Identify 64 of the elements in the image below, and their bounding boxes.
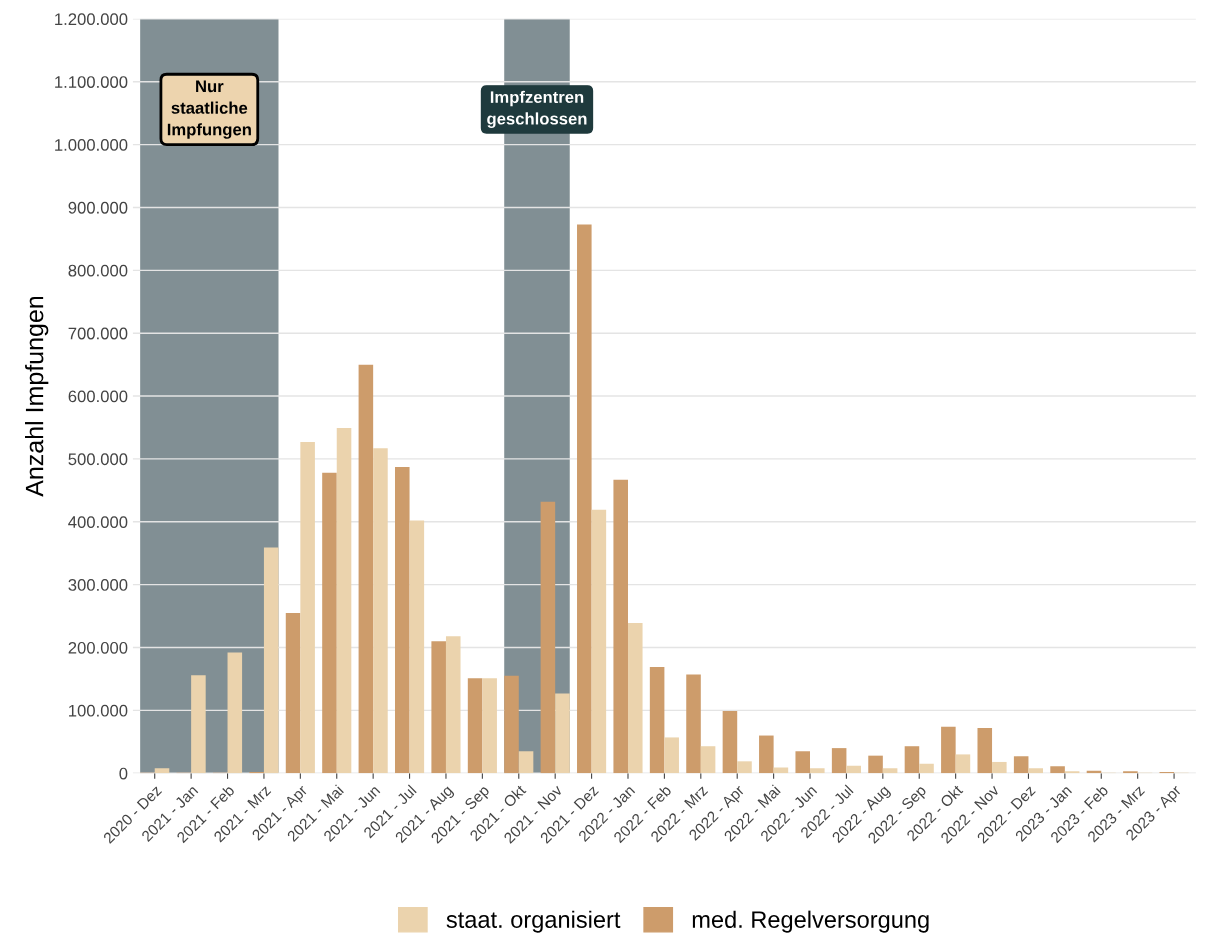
y-tick-label: 400.000 bbox=[68, 516, 128, 528]
bar bbox=[613, 479, 628, 774]
bar bbox=[518, 751, 534, 774]
bar bbox=[322, 472, 337, 774]
bar bbox=[373, 448, 388, 774]
band-label: Impfzentren geschlossen bbox=[487, 90, 587, 128]
bar bbox=[941, 726, 956, 774]
bar bbox=[831, 748, 847, 774]
bar bbox=[555, 693, 570, 774]
bar bbox=[191, 675, 206, 774]
y-tick-label: 700.000 bbox=[68, 327, 128, 340]
bar bbox=[649, 667, 665, 774]
band-label: Nur staatliche Impfungen bbox=[167, 80, 251, 139]
y-axis-title: Anzahl Impfungen bbox=[25, 296, 49, 497]
bar bbox=[358, 364, 374, 774]
bar bbox=[882, 768, 898, 774]
bar bbox=[955, 754, 971, 774]
bar bbox=[810, 768, 825, 774]
y-tick-label: 1.000.000 bbox=[55, 138, 128, 151]
bar bbox=[577, 224, 592, 774]
bar bbox=[868, 755, 883, 774]
bar bbox=[431, 641, 446, 774]
y-tick-label: 1.100.000 bbox=[55, 76, 128, 88]
bar bbox=[795, 751, 811, 774]
bar bbox=[300, 441, 315, 774]
bar bbox=[482, 678, 497, 774]
y-tick-label: 800.000 bbox=[68, 264, 128, 277]
bar bbox=[540, 501, 556, 774]
bar bbox=[1013, 756, 1029, 774]
y-tick-label: 200.000 bbox=[68, 641, 128, 654]
bar bbox=[591, 509, 607, 774]
bar bbox=[700, 746, 716, 774]
y-tick-label: 1.200.000 bbox=[55, 13, 128, 26]
bar bbox=[977, 728, 993, 774]
y-tick-label: 600.000 bbox=[68, 390, 128, 403]
y-tick-label: 500.000 bbox=[68, 453, 128, 466]
y-tick-label: 900.000 bbox=[68, 201, 128, 214]
bar bbox=[395, 467, 410, 774]
bar bbox=[504, 675, 519, 774]
bar bbox=[445, 636, 461, 774]
bar bbox=[1028, 768, 1044, 774]
bar bbox=[904, 746, 920, 774]
bar bbox=[722, 711, 738, 774]
bar bbox=[467, 678, 483, 774]
legend-label: med. Regelversorgung bbox=[692, 910, 929, 933]
bar bbox=[664, 737, 679, 774]
bar bbox=[409, 520, 425, 774]
bar bbox=[263, 547, 279, 774]
bar bbox=[227, 652, 243, 774]
bar bbox=[686, 674, 701, 774]
y-tick-label: 0 bbox=[119, 767, 128, 780]
bar bbox=[154, 768, 170, 774]
bar bbox=[992, 761, 1007, 774]
bar bbox=[336, 428, 352, 774]
bar bbox=[919, 763, 934, 774]
y-tick-label: 300.000 bbox=[68, 579, 128, 591]
bar bbox=[627, 623, 643, 774]
legend-label: staat. organisiert bbox=[446, 910, 621, 933]
y-tick-label: 100.000 bbox=[69, 704, 128, 717]
bar bbox=[846, 765, 861, 774]
bar bbox=[1050, 766, 1065, 774]
bar bbox=[737, 761, 752, 774]
bar bbox=[285, 612, 301, 774]
bar bbox=[759, 735, 774, 774]
